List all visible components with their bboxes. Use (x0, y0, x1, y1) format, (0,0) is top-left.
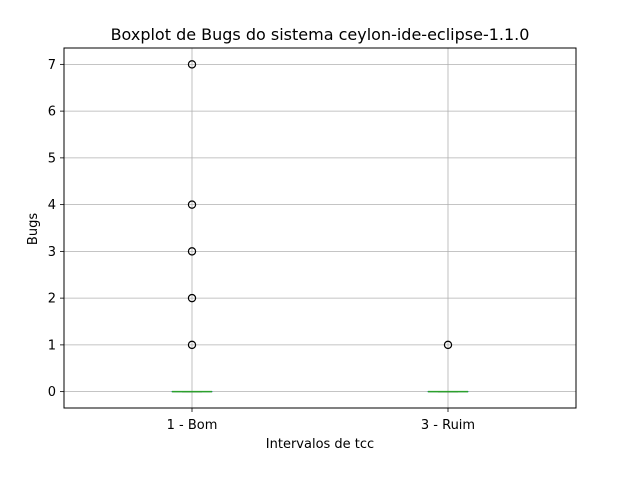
y-tick-label: 2 (48, 292, 56, 307)
x-tick-label: 1 - Bom (167, 418, 218, 433)
y-axis-label: Bugs (26, 213, 41, 245)
y-tick-label: 3 (48, 245, 56, 260)
x-tick-label: 3 - Ruim (421, 418, 475, 433)
y-tick-label: 0 (48, 385, 56, 400)
y-tick-label: 1 (48, 338, 56, 353)
y-tick-label: 6 (48, 105, 56, 120)
y-tick-label: 7 (48, 58, 56, 73)
y-tick-label: 4 (48, 198, 56, 213)
chart-title: Boxplot de Bugs do sistema ceylon-ide-ec… (111, 25, 530, 44)
x-axis-label: Intervalos de tcc (266, 437, 374, 452)
y-tick-label: 5 (48, 151, 56, 166)
